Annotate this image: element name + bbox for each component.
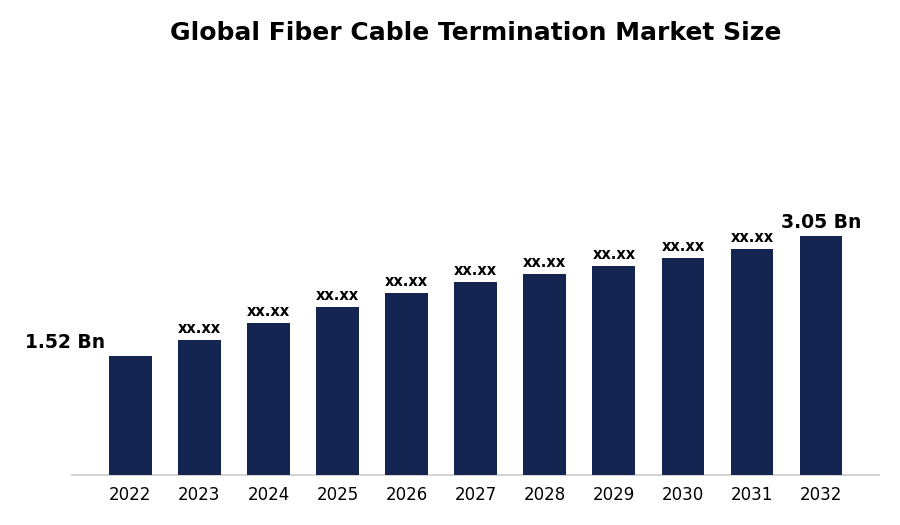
Bar — [454, 282, 497, 475]
Bar — [731, 249, 773, 475]
Bar — [800, 236, 842, 475]
Text: xx.xx: xx.xx — [178, 321, 221, 337]
Text: xx.xx: xx.xx — [662, 239, 705, 254]
Text: xx.xx: xx.xx — [523, 255, 566, 270]
Text: xx.xx: xx.xx — [592, 247, 635, 262]
Title: Global Fiber Cable Termination Market Size: Global Fiber Cable Termination Market Si… — [170, 21, 781, 45]
Text: xx.xx: xx.xx — [316, 288, 359, 303]
Text: 3.05 Bn: 3.05 Bn — [781, 213, 861, 232]
Bar — [662, 258, 705, 475]
Bar — [524, 274, 566, 475]
Bar — [592, 266, 635, 475]
Text: 1.52 Bn: 1.52 Bn — [25, 333, 105, 352]
Text: xx.xx: xx.xx — [454, 264, 498, 278]
Text: xx.xx: xx.xx — [731, 230, 774, 246]
Bar — [178, 340, 220, 475]
Bar — [109, 356, 152, 475]
Bar — [316, 307, 359, 475]
Text: xx.xx: xx.xx — [385, 275, 428, 289]
Bar — [248, 323, 290, 475]
Bar — [385, 293, 428, 475]
Text: xx.xx: xx.xx — [247, 304, 290, 319]
